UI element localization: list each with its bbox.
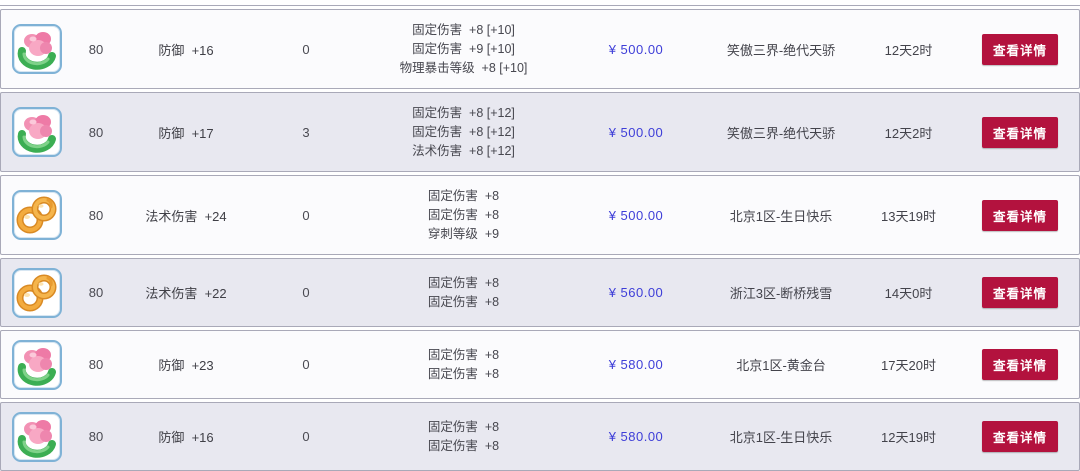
stat-line: 固定伤害 +8 [+12] <box>412 105 515 120</box>
item-level: 80 <box>88 285 104 300</box>
item-main-attribute: 防御 +16 <box>158 42 214 58</box>
item-price: ¥ 580.00 <box>608 357 664 372</box>
item-price: ¥ 500.00 <box>608 207 664 223</box>
table-row: 80 防御 +23 0 固定伤害 +8 固定伤害 +8 ¥ 580.00 北京1… <box>0 330 1080 399</box>
stat-line: 固定伤害 +9 [+10] <box>412 41 515 56</box>
table-row: 80 防御 +16 0 固定伤害 +8 固定伤害 +8 ¥ 580.00 北京1… <box>0 402 1080 471</box>
view-details-button[interactable]: 查看详情 <box>981 349 1058 380</box>
table-row: 80 防御 +17 3 固定伤害 +8 [+12] 固定伤害 +8 [+12] … <box>0 92 1080 172</box>
item-stats: 固定伤害 +8 固定伤害 +8 <box>361 274 566 312</box>
item-icon-flower-ring[interactable] <box>12 411 62 462</box>
time-remaining: 13天19时 <box>881 208 936 224</box>
item-price: ¥ 500.00 <box>608 41 664 57</box>
item-stats: 固定伤害 +8 [+12] 固定伤害 +8 [+12] 法术伤害 +8 [+12… <box>361 104 566 161</box>
table-row: 80 法术伤害 +22 0 固定伤害 +8 固定伤害 +8 ¥ 560.00 浙… <box>0 258 1080 327</box>
stat-line: 固定伤害 +8 <box>427 347 500 362</box>
stat-line: 固定伤害 +8 <box>427 275 500 290</box>
stat-line: 固定伤害 +8 <box>427 438 500 453</box>
server-name: 浙江3区-断桥残雪 <box>729 286 833 301</box>
item-stats: 固定伤害 +8 [+10] 固定伤害 +9 [+10] 物理暴击等级 +8 [+… <box>361 21 566 78</box>
time-remaining: 14天0时 <box>884 286 933 301</box>
item-main-attribute: 法术伤害 +22 <box>145 286 227 301</box>
item-level: 80 <box>88 124 104 140</box>
stat-line: 固定伤害 +8 <box>427 366 500 381</box>
item-main-attribute: 防御 +17 <box>158 125 214 141</box>
item-stats: 固定伤害 +8 固定伤害 +8 穿刺等级 +9 <box>361 187 566 244</box>
stat-line: 固定伤害 +8 [+10] <box>412 22 515 37</box>
item-level: 80 <box>88 207 104 223</box>
item-stats: 固定伤害 +8 固定伤害 +8 <box>361 418 566 456</box>
stat-line: 穿刺等级 +9 <box>427 226 500 241</box>
item-icon-flower-ring[interactable] <box>12 107 62 157</box>
view-details-button[interactable]: 查看详情 <box>981 421 1058 452</box>
time-remaining: 12天2时 <box>884 125 933 141</box>
server-name: 笑傲三界-绝代天骄 <box>726 125 836 141</box>
item-price: ¥ 560.00 <box>608 285 664 300</box>
time-remaining: 17天20时 <box>881 358 936 373</box>
item-price: ¥ 500.00 <box>608 124 664 140</box>
view-details-button[interactable]: 查看详情 <box>981 199 1058 231</box>
stat-line: 法术伤害 +8 [+12] <box>412 143 515 158</box>
stat-line: 固定伤害 +8 <box>427 188 500 203</box>
item-stats: 固定伤害 +8 固定伤害 +8 <box>361 346 566 384</box>
server-name: 北京1区-黄金台 <box>736 358 826 373</box>
view-details-button[interactable]: 查看详情 <box>981 116 1058 148</box>
view-details-button[interactable]: 查看详情 <box>981 33 1058 65</box>
item-main-attribute: 防御 +16 <box>158 430 214 445</box>
item-main-attribute: 法术伤害 +24 <box>145 208 227 224</box>
item-price: ¥ 580.00 <box>608 429 664 444</box>
item-count: 0 <box>302 207 310 223</box>
item-icon-flower-ring[interactable] <box>12 24 62 74</box>
item-icon-gold-rings[interactable] <box>12 190 62 240</box>
item-count: 0 <box>302 357 310 372</box>
stat-line: 固定伤害 +8 <box>427 207 500 222</box>
item-count: 0 <box>302 429 310 444</box>
server-name: 笑傲三界-绝代天骄 <box>726 42 836 58</box>
item-main-attribute: 防御 +23 <box>158 358 214 373</box>
item-level: 80 <box>88 41 104 57</box>
time-remaining: 12天2时 <box>884 42 933 58</box>
server-name: 北京1区-生日快乐 <box>729 208 833 224</box>
item-icon-flower-ring[interactable] <box>12 339 62 390</box>
stat-line: 固定伤害 +8 [+12] <box>412 124 515 139</box>
item-level: 80 <box>88 429 104 444</box>
clipped-previous-row-edge <box>0 2 1080 6</box>
stat-line: 固定伤害 +8 <box>427 294 500 309</box>
item-icon-gold-rings[interactable] <box>12 267 62 318</box>
view-details-button[interactable]: 查看详情 <box>981 277 1058 308</box>
item-count: 0 <box>302 41 310 57</box>
item-level: 80 <box>88 357 104 372</box>
server-name: 北京1区-生日快乐 <box>729 430 833 445</box>
stat-line: 固定伤害 +8 <box>427 419 500 434</box>
time-remaining: 12天19时 <box>881 430 936 445</box>
stat-line: 物理暴击等级 +8 [+10] <box>399 60 528 75</box>
table-row: 80 法术伤害 +24 0 固定伤害 +8 固定伤害 +8 穿刺等级 +9 ¥ … <box>0 175 1080 255</box>
item-count: 3 <box>302 124 310 140</box>
item-count: 0 <box>302 285 310 300</box>
table-row: 80 防御 +16 0 固定伤害 +8 [+10] 固定伤害 +9 [+10] … <box>0 9 1080 89</box>
